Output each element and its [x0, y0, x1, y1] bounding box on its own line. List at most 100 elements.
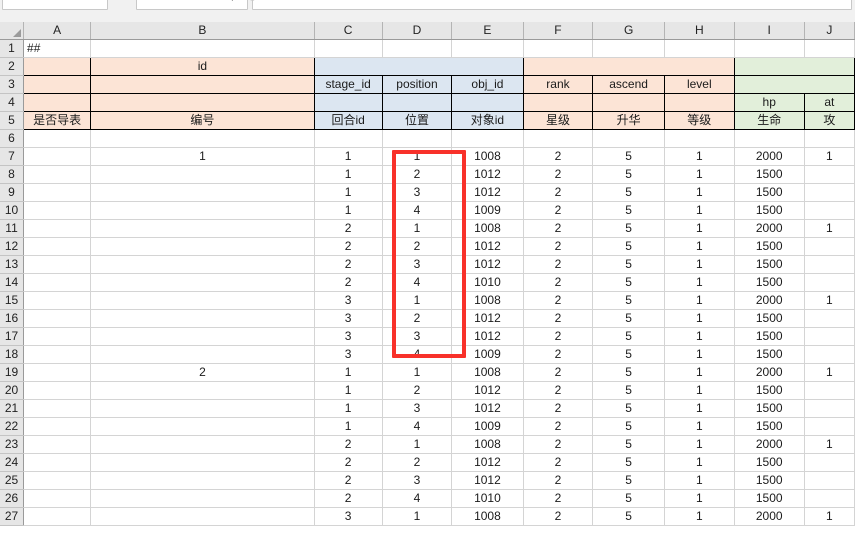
cell-j6[interactable] [804, 129, 855, 148]
cell-a2[interactable] [23, 57, 92, 76]
field-name-hp[interactable]: hp [733, 93, 805, 112]
column-header-c[interactable]: C [314, 22, 383, 40]
cell-d13[interactable]: 3 [382, 255, 453, 274]
cell-g9[interactable]: 5 [592, 183, 665, 202]
cell-h4[interactable] [663, 93, 735, 112]
cell-e17[interactable]: 1012 [451, 327, 524, 346]
column-header-g[interactable]: G [592, 22, 665, 40]
cell-d16[interactable]: 2 [382, 309, 453, 328]
field-name-position[interactable]: position [381, 75, 453, 94]
cell-d8[interactable]: 2 [382, 165, 453, 184]
cell-c12[interactable]: 2 [314, 237, 383, 256]
cell-b27[interactable] [90, 507, 315, 526]
column-header-b[interactable]: B [90, 22, 315, 40]
cell-b25[interactable] [90, 471, 315, 490]
select-all-corner[interactable] [0, 22, 25, 40]
row-header-12[interactable]: 12 [0, 237, 25, 256]
cell-j27[interactable]: 1 [804, 507, 855, 526]
cell-g6[interactable] [592, 129, 665, 148]
cell-g24[interactable]: 5 [592, 453, 665, 472]
cell-b23[interactable] [90, 435, 315, 454]
cell-e13[interactable]: 1012 [451, 255, 524, 274]
row-header-18[interactable]: 18 [0, 345, 25, 364]
cell-i9[interactable]: 1500 [734, 183, 805, 202]
cell-c14[interactable]: 2 [314, 273, 383, 292]
formula-bar[interactable] [252, 0, 852, 10]
cell-f2[interactable] [522, 57, 735, 76]
cell-h12[interactable]: 1 [664, 237, 735, 256]
cell-f10[interactable]: 2 [523, 201, 594, 220]
cn-name-export-flag[interactable]: 是否导表 [23, 111, 92, 130]
cell-g21[interactable]: 5 [592, 399, 665, 418]
cell-a20[interactable] [23, 381, 92, 400]
row-header-17[interactable]: 17 [0, 327, 25, 346]
cell-a17[interactable] [23, 327, 92, 346]
cell-j1[interactable] [804, 39, 855, 58]
cell-g23[interactable]: 5 [592, 435, 665, 454]
cn-name-rank[interactable]: 星级 [522, 111, 594, 130]
cell-f27[interactable]: 2 [523, 507, 594, 526]
row-header-3[interactable]: 3 [0, 75, 25, 94]
cell-f12[interactable]: 2 [523, 237, 594, 256]
cell-a4[interactable] [23, 93, 92, 112]
row-header-6[interactable]: 6 [0, 129, 25, 148]
cell-f8[interactable]: 2 [523, 165, 594, 184]
cell-a10[interactable] [23, 201, 92, 220]
cell-b6[interactable] [90, 129, 315, 148]
cell-a14[interactable] [23, 273, 92, 292]
cell-i18[interactable]: 1500 [734, 345, 805, 364]
cell-i17[interactable]: 1500 [734, 327, 805, 346]
cell-f23[interactable]: 2 [523, 435, 594, 454]
cell-i27[interactable]: 2000 [734, 507, 805, 526]
cell-d9[interactable]: 3 [382, 183, 453, 202]
cell-d18[interactable]: 4 [382, 345, 453, 364]
cell-e10[interactable]: 1009 [451, 201, 524, 220]
row-header-15[interactable]: 15 [0, 291, 25, 310]
row-header-27[interactable]: 27 [0, 507, 25, 526]
cell-i6[interactable] [734, 129, 805, 148]
cell-j8[interactable] [804, 165, 855, 184]
cell-d25[interactable]: 3 [382, 471, 453, 490]
cell-i14[interactable]: 1500 [734, 273, 805, 292]
cn-name-hp[interactable]: 生命 [733, 111, 805, 130]
cell-f6[interactable] [523, 129, 594, 148]
cell-i7[interactable]: 2000 [734, 147, 805, 166]
cell-i10[interactable]: 1500 [734, 201, 805, 220]
cell-b17[interactable] [90, 327, 315, 346]
cell-b26[interactable] [90, 489, 315, 508]
cell-i19[interactable]: 2000 [734, 363, 805, 382]
cell-a11[interactable] [23, 219, 92, 238]
cell-g22[interactable]: 5 [592, 417, 665, 436]
cell-g4[interactable] [592, 93, 665, 112]
cell-j9[interactable] [804, 183, 855, 202]
cell-a21[interactable] [23, 399, 92, 418]
cell-d7[interactable]: 1 [382, 147, 453, 166]
cell-g18[interactable]: 5 [592, 345, 665, 364]
row-header-13[interactable]: 13 [0, 255, 25, 274]
row-header-2[interactable]: 2 [0, 57, 25, 76]
row-header-25[interactable]: 25 [0, 471, 25, 490]
cell-i20[interactable]: 1500 [734, 381, 805, 400]
cell-e12[interactable]: 1012 [451, 237, 524, 256]
cell-e9[interactable]: 1012 [451, 183, 524, 202]
cell-b14[interactable] [90, 273, 315, 292]
cn-name-obj-id[interactable]: 对象id [451, 111, 524, 130]
cell-d19[interactable]: 1 [382, 363, 453, 382]
cell-j15[interactable]: 1 [804, 291, 855, 310]
cn-name-position[interactable]: 位置 [381, 111, 453, 130]
cell-d24[interactable]: 2 [382, 453, 453, 472]
cell-h26[interactable]: 1 [664, 489, 735, 508]
cell-j13[interactable] [804, 255, 855, 274]
cell-j21[interactable] [804, 399, 855, 418]
cell-f11[interactable]: 2 [523, 219, 594, 238]
cell-f14[interactable]: 2 [523, 273, 594, 292]
cell-f26[interactable]: 2 [523, 489, 594, 508]
cell-g19[interactable]: 5 [592, 363, 665, 382]
cell-g15[interactable]: 5 [592, 291, 665, 310]
cell-c18[interactable]: 3 [314, 345, 383, 364]
cell-b4[interactable] [90, 93, 315, 112]
cell-g7[interactable]: 5 [592, 147, 665, 166]
cell-j26[interactable] [804, 489, 855, 508]
row-header-16[interactable]: 16 [0, 309, 25, 328]
cell-f7[interactable]: 2 [523, 147, 594, 166]
